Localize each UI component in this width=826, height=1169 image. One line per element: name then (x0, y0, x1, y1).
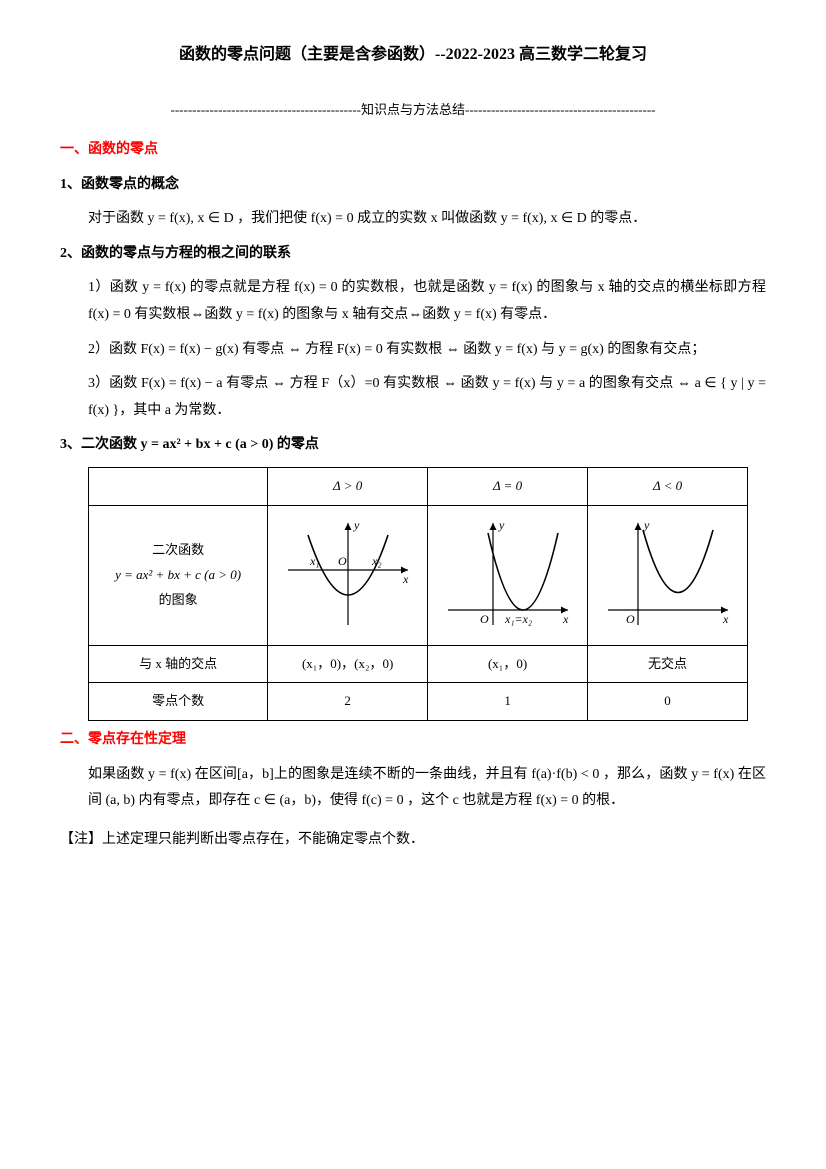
x1eqx2-label: x₁=x₂ (504, 612, 532, 626)
row-label-graph-l3: 的图象 (93, 588, 263, 613)
axis-x-label: x (562, 612, 569, 626)
row-label-graph-l1: 二次函数 (93, 538, 263, 563)
para-1-2-3: 3）函数 F(x) = f(x) − a 有零点 ⇔ 方程 F（x）=0 有实数… (88, 371, 766, 424)
axis-x-label: x (722, 612, 729, 626)
para-1-1: 对于函数 y = f(x), x ∈ D ，我们把使 f(x) = 0 成立的实… (88, 206, 766, 233)
table-header-3: Δ < 0 (588, 468, 748, 506)
note: 【注】上述定理只能判断出零点存在，不能确定零点个数． (60, 827, 766, 854)
graph-delta-zero: O x y x₁=x₂ (428, 505, 588, 645)
axis-y-label: y (498, 518, 505, 532)
axis-origin-label: O (480, 612, 489, 626)
section-2-heading: 二、零点存在性定理 (60, 727, 766, 754)
axis-y-label: y (353, 518, 360, 532)
table-header-1: Δ > 0 (268, 468, 428, 506)
table-header-2: Δ = 0 (428, 468, 588, 506)
subheading-1-2: 2、函数的零点与方程的根之间的联系 (60, 241, 766, 268)
row-label-count: 零点个数 (89, 683, 268, 721)
para-2-body: 如果函数 y = f(x) 在区间[a，b]上的图象是连续不断的一条曲线，并且有… (88, 762, 766, 815)
para-1-2-1: 1）函数 y = f(x) 的零点就是方程 f(x) = 0 的实数根，也就是函… (88, 275, 766, 328)
axis-origin-label: O (626, 612, 635, 626)
row-label-graph: 二次函数 y = ax² + bx + c (a > 0) 的图象 (89, 505, 268, 645)
axis-x-label: x (402, 572, 409, 586)
x2-label: x₂ (371, 554, 382, 568)
section-1-heading: 一、函数的零点 (60, 137, 766, 164)
subheading-1-3: 3、二次函数 y = ax² + bx + c (a > 0) 的零点 (60, 432, 766, 459)
cell-cnt-2: 1 (428, 683, 588, 721)
axis-y-label: y (643, 518, 650, 532)
cell-int-1: (x₁，0)，(x₂，0) (268, 645, 428, 683)
table-corner (89, 468, 268, 506)
axis-origin-label: O (338, 554, 347, 568)
row-label-intersections: 与 x 轴的交点 (89, 645, 268, 683)
para-1-2-2: 2）函数 F(x) = f(x) − g(x) 有零点 ⇔ 方程 F(x) = … (88, 337, 766, 364)
cell-cnt-3: 0 (588, 683, 748, 721)
graph-delta-neg: O x y (588, 505, 748, 645)
cell-cnt-1: 2 (268, 683, 428, 721)
page-title: 函数的零点问题（主要是含参函数）--2022-2023 高三数学二轮复习 (60, 40, 766, 70)
cell-int-3: 无交点 (588, 645, 748, 683)
x1-label: x₁ (309, 554, 320, 568)
subheading-1-1: 1、函数零点的概念 (60, 172, 766, 199)
row-label-graph-l2: y = ax² + bx + c (a > 0) (93, 563, 263, 588)
section-divider: ----------------------------------------… (60, 98, 766, 123)
graph-delta-pos: O x y x₁ x₂ (268, 505, 428, 645)
quadratic-table: Δ > 0 Δ = 0 Δ < 0 二次函数 y = ax² + bx + c … (88, 467, 748, 721)
cell-int-2: (x₁，0) (428, 645, 588, 683)
